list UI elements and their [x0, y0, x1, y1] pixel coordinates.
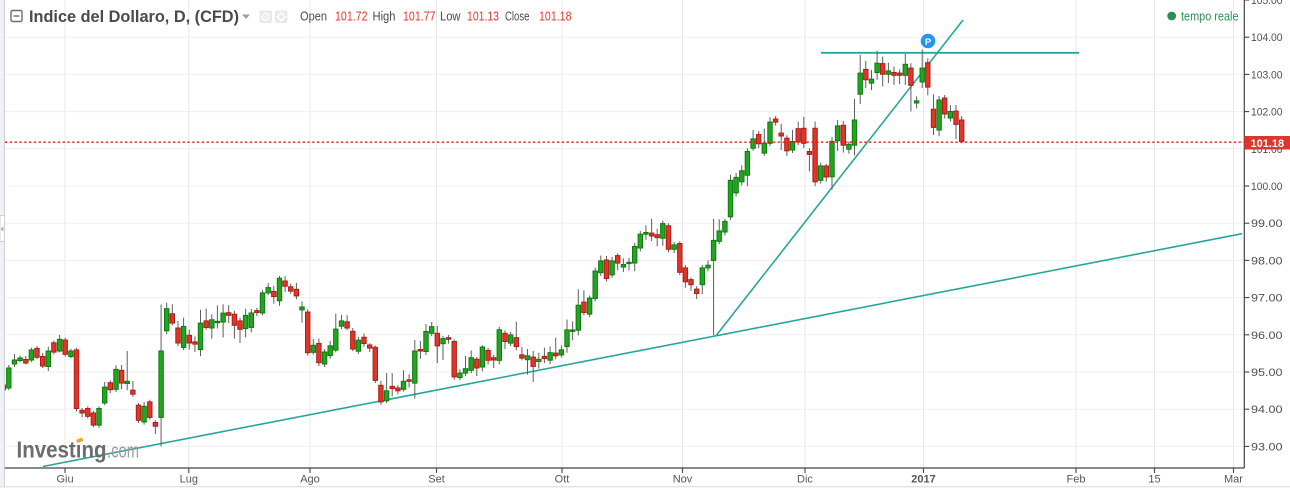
svg-text:Open: Open — [300, 9, 327, 24]
svg-text:101.13: 101.13 — [467, 9, 499, 24]
svg-text:97.00: 97.00 — [1251, 293, 1283, 305]
svg-text:Dic: Dic — [797, 474, 813, 486]
svg-text:101.18: 101.18 — [1251, 138, 1285, 150]
svg-text:95.00: 95.00 — [1251, 367, 1283, 379]
svg-text:104.00: 104.00 — [1251, 32, 1283, 44]
svg-text:Lug: Lug — [180, 474, 198, 486]
svg-text:.com: .com — [107, 440, 139, 463]
svg-text:Nov: Nov — [673, 474, 693, 486]
svg-text:94.00: 94.00 — [1251, 404, 1283, 416]
svg-text:Ago: Ago — [300, 474, 320, 486]
svg-text:101.72: 101.72 — [335, 9, 368, 24]
svg-text:15: 15 — [1148, 474, 1160, 486]
svg-text:Low: Low — [440, 9, 461, 24]
svg-text:101.77: 101.77 — [403, 9, 436, 24]
svg-text:103.00: 103.00 — [1251, 69, 1283, 81]
svg-text:102.00: 102.00 — [1251, 107, 1283, 119]
svg-text:Feb: Feb — [1067, 474, 1086, 486]
svg-text:Indice del Dollaro, D, (CFD): Indice del Dollaro, D, (CFD) — [29, 7, 239, 26]
svg-text:tempo reale: tempo reale — [1181, 9, 1239, 24]
svg-text:100.00: 100.00 — [1251, 181, 1283, 193]
svg-text:93.00: 93.00 — [1251, 441, 1283, 453]
svg-text:96.00: 96.00 — [1251, 330, 1283, 342]
svg-text:Set: Set — [428, 474, 445, 486]
svg-text:99.00: 99.00 — [1251, 218, 1283, 230]
svg-text:Investıng: Investıng — [17, 437, 107, 463]
svg-text:Close: Close — [505, 9, 530, 24]
svg-text:105.00: 105.00 — [1251, 0, 1283, 7]
svg-text:Giu: Giu — [56, 474, 73, 486]
svg-text:101.18: 101.18 — [539, 9, 572, 24]
svg-text:Ott: Ott — [555, 474, 570, 486]
svg-text:P: P — [925, 37, 932, 48]
svg-text:98.00: 98.00 — [1251, 255, 1283, 267]
svg-text:High: High — [373, 9, 396, 24]
svg-text:Mar: Mar — [1224, 474, 1243, 486]
svg-text:2017: 2017 — [911, 474, 935, 486]
